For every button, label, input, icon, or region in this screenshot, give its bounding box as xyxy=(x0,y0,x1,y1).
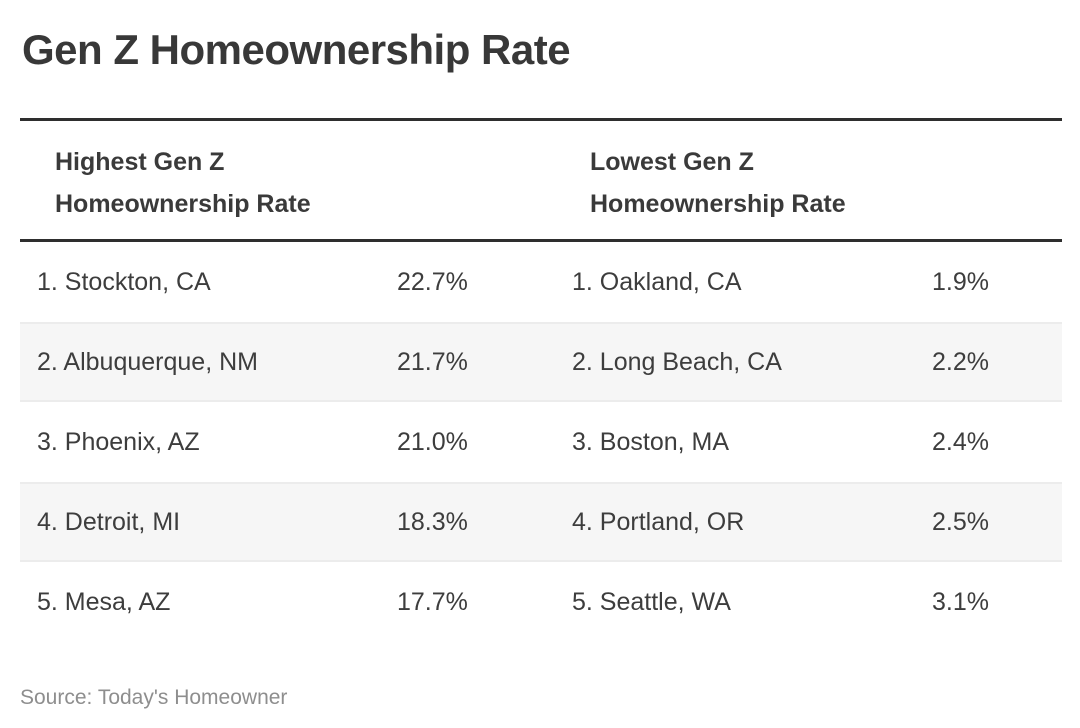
highest-rate-5: 17.7% xyxy=(397,587,468,616)
lowest-rate-4: 2.5% xyxy=(932,507,989,536)
page-title: Gen Z Homeownership Rate xyxy=(22,26,571,73)
table-row: 2. Albuquerque, NM 21.7% 2. Long Beach, … xyxy=(20,322,1062,402)
lowest-city-3: 3. Boston, MA xyxy=(572,427,730,456)
highest-rate-4: 18.3% xyxy=(397,507,468,536)
highest-city-1: 1. Stockton, CA xyxy=(37,267,211,296)
table-row: 1. Stockton, CA 22.7% 1. Oakland, CA 1.9… xyxy=(20,242,1062,322)
table-header-row: Highest Gen Z Homeownership Rate Lowest … xyxy=(20,121,1062,242)
lowest-city-1: 1. Oakland, CA xyxy=(572,267,742,296)
table-row: 4. Detroit, MI 18.3% 4. Portland, OR 2.5… xyxy=(20,482,1062,562)
source-attribution: Source: Today's Homeowner xyxy=(20,686,288,709)
highest-rate-2: 21.7% xyxy=(397,347,468,376)
highest-city-5: 5. Mesa, AZ xyxy=(37,587,171,616)
lowest-rate-2: 2.2% xyxy=(932,347,989,376)
table-row: 5. Mesa, AZ 17.7% 5. Seattle, WA 3.1% xyxy=(20,562,1062,642)
header-lowest: Lowest Gen Z Homeownership Rate xyxy=(590,148,846,218)
highest-rate-3: 21.0% xyxy=(397,427,468,456)
lowest-rate-5: 3.1% xyxy=(932,587,989,616)
lowest-rate-3: 2.4% xyxy=(932,427,989,456)
highest-city-4: 4. Detroit, MI xyxy=(37,507,181,536)
rankings-table: Highest Gen Z Homeownership Rate Lowest … xyxy=(20,118,1062,642)
table-row: 3. Phoenix, AZ 21.0% 3. Boston, MA 2.4% xyxy=(20,402,1062,482)
lowest-city-5: 5. Seattle, WA xyxy=(572,587,731,616)
highest-city-2: 2. Albuquerque, NM xyxy=(37,347,258,376)
lowest-city-4: 4. Portland, OR xyxy=(572,507,745,536)
highest-rate-1: 22.7% xyxy=(397,267,468,296)
highest-city-3: 3. Phoenix, AZ xyxy=(37,427,200,456)
header-highest: Highest Gen Z Homeownership Rate xyxy=(55,148,311,218)
lowest-rate-1: 1.9% xyxy=(932,267,989,296)
lowest-city-2: 2. Long Beach, CA xyxy=(572,347,782,376)
